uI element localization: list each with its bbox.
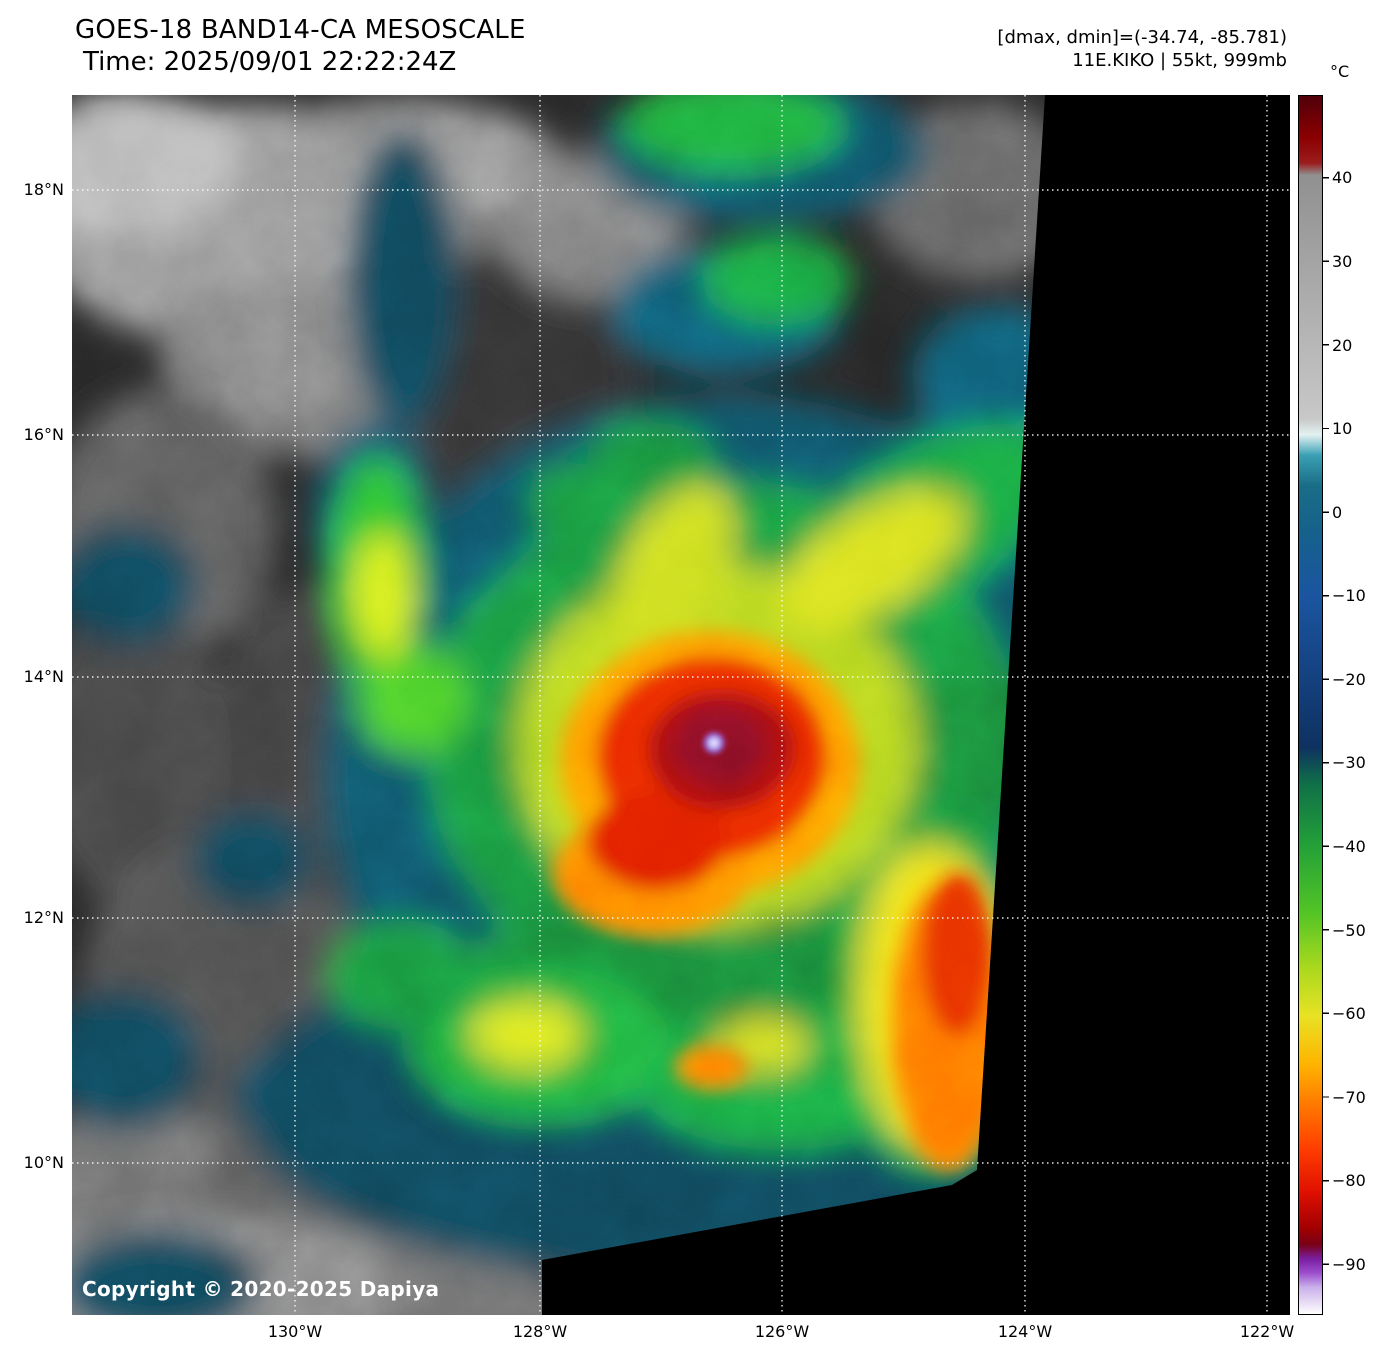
- colorbar-tick-neg60: −60: [1332, 1004, 1366, 1023]
- imagery-data-region: [72, 95, 1045, 1315]
- colorbar-tick-neg10: −10: [1332, 586, 1366, 605]
- satellite-map: Copyright © 2020-2025 Dapiya: [72, 95, 1290, 1315]
- figure-timestamp: Time: 2025/09/01 22:22:24Z: [83, 47, 457, 77]
- colorbar-tick-20: 20: [1332, 336, 1353, 355]
- lon-label-122w: 122°W: [1239, 1322, 1295, 1341]
- grid-overlay: [72, 95, 1290, 1315]
- colorbar-tick-30: 30: [1332, 252, 1353, 271]
- colorbar-tick-neg40: −40: [1332, 837, 1366, 856]
- copyright-text: Copyright © 2020-2025 Dapiya: [82, 1277, 440, 1301]
- lon-label-124w: 124°W: [997, 1322, 1053, 1341]
- satellite-imagery: [72, 95, 1290, 1315]
- colorbar-tick-10: 10: [1332, 419, 1353, 438]
- colorbar-tick-neg80: −80: [1332, 1171, 1366, 1190]
- colorbar-tick-neg50: −50: [1332, 921, 1366, 940]
- lat-label-18n: 18°N: [23, 180, 64, 199]
- lon-label-128w: 128°W: [512, 1322, 568, 1341]
- figure-title: GOES-18 BAND14-CA MESOSCALE: [75, 15, 526, 45]
- colorbar-tick-neg30: −30: [1332, 753, 1366, 772]
- colorbar-tick-40: 40: [1332, 168, 1353, 187]
- colorbar-tick-neg20: −20: [1332, 670, 1366, 689]
- colorbar-tick-0: 0: [1332, 503, 1343, 522]
- lat-label-14n: 14°N: [23, 667, 64, 686]
- lat-label-10n: 10°N: [23, 1153, 64, 1172]
- storm-info-annotation: 11E.KIKO | 55kt, 999mb: [1072, 50, 1287, 71]
- title-block: GOES-18 BAND14-CA MESOSCALE Time: 2025/0…: [75, 14, 526, 78]
- colorbar-tick-neg70: −70: [1332, 1088, 1366, 1107]
- colorbar-unit-label: °C: [1330, 62, 1350, 81]
- colorbar: [1298, 95, 1323, 1315]
- lon-label-130w: 130°W: [267, 1322, 323, 1341]
- colorbar-tickmarks: [1323, 95, 1329, 1315]
- lat-label-16n: 16°N: [23, 425, 64, 444]
- annotation-block: [dmax, dmin]=(-34.74, -85.781) 11E.KIKO …: [997, 26, 1287, 72]
- dmax-dmin-annotation: [dmax, dmin]=(-34.74, -85.781): [997, 27, 1287, 48]
- lon-label-126w: 126°W: [754, 1322, 810, 1341]
- lat-label-12n: 12°N: [23, 908, 64, 927]
- colorbar-tick-neg90: −90: [1332, 1255, 1366, 1274]
